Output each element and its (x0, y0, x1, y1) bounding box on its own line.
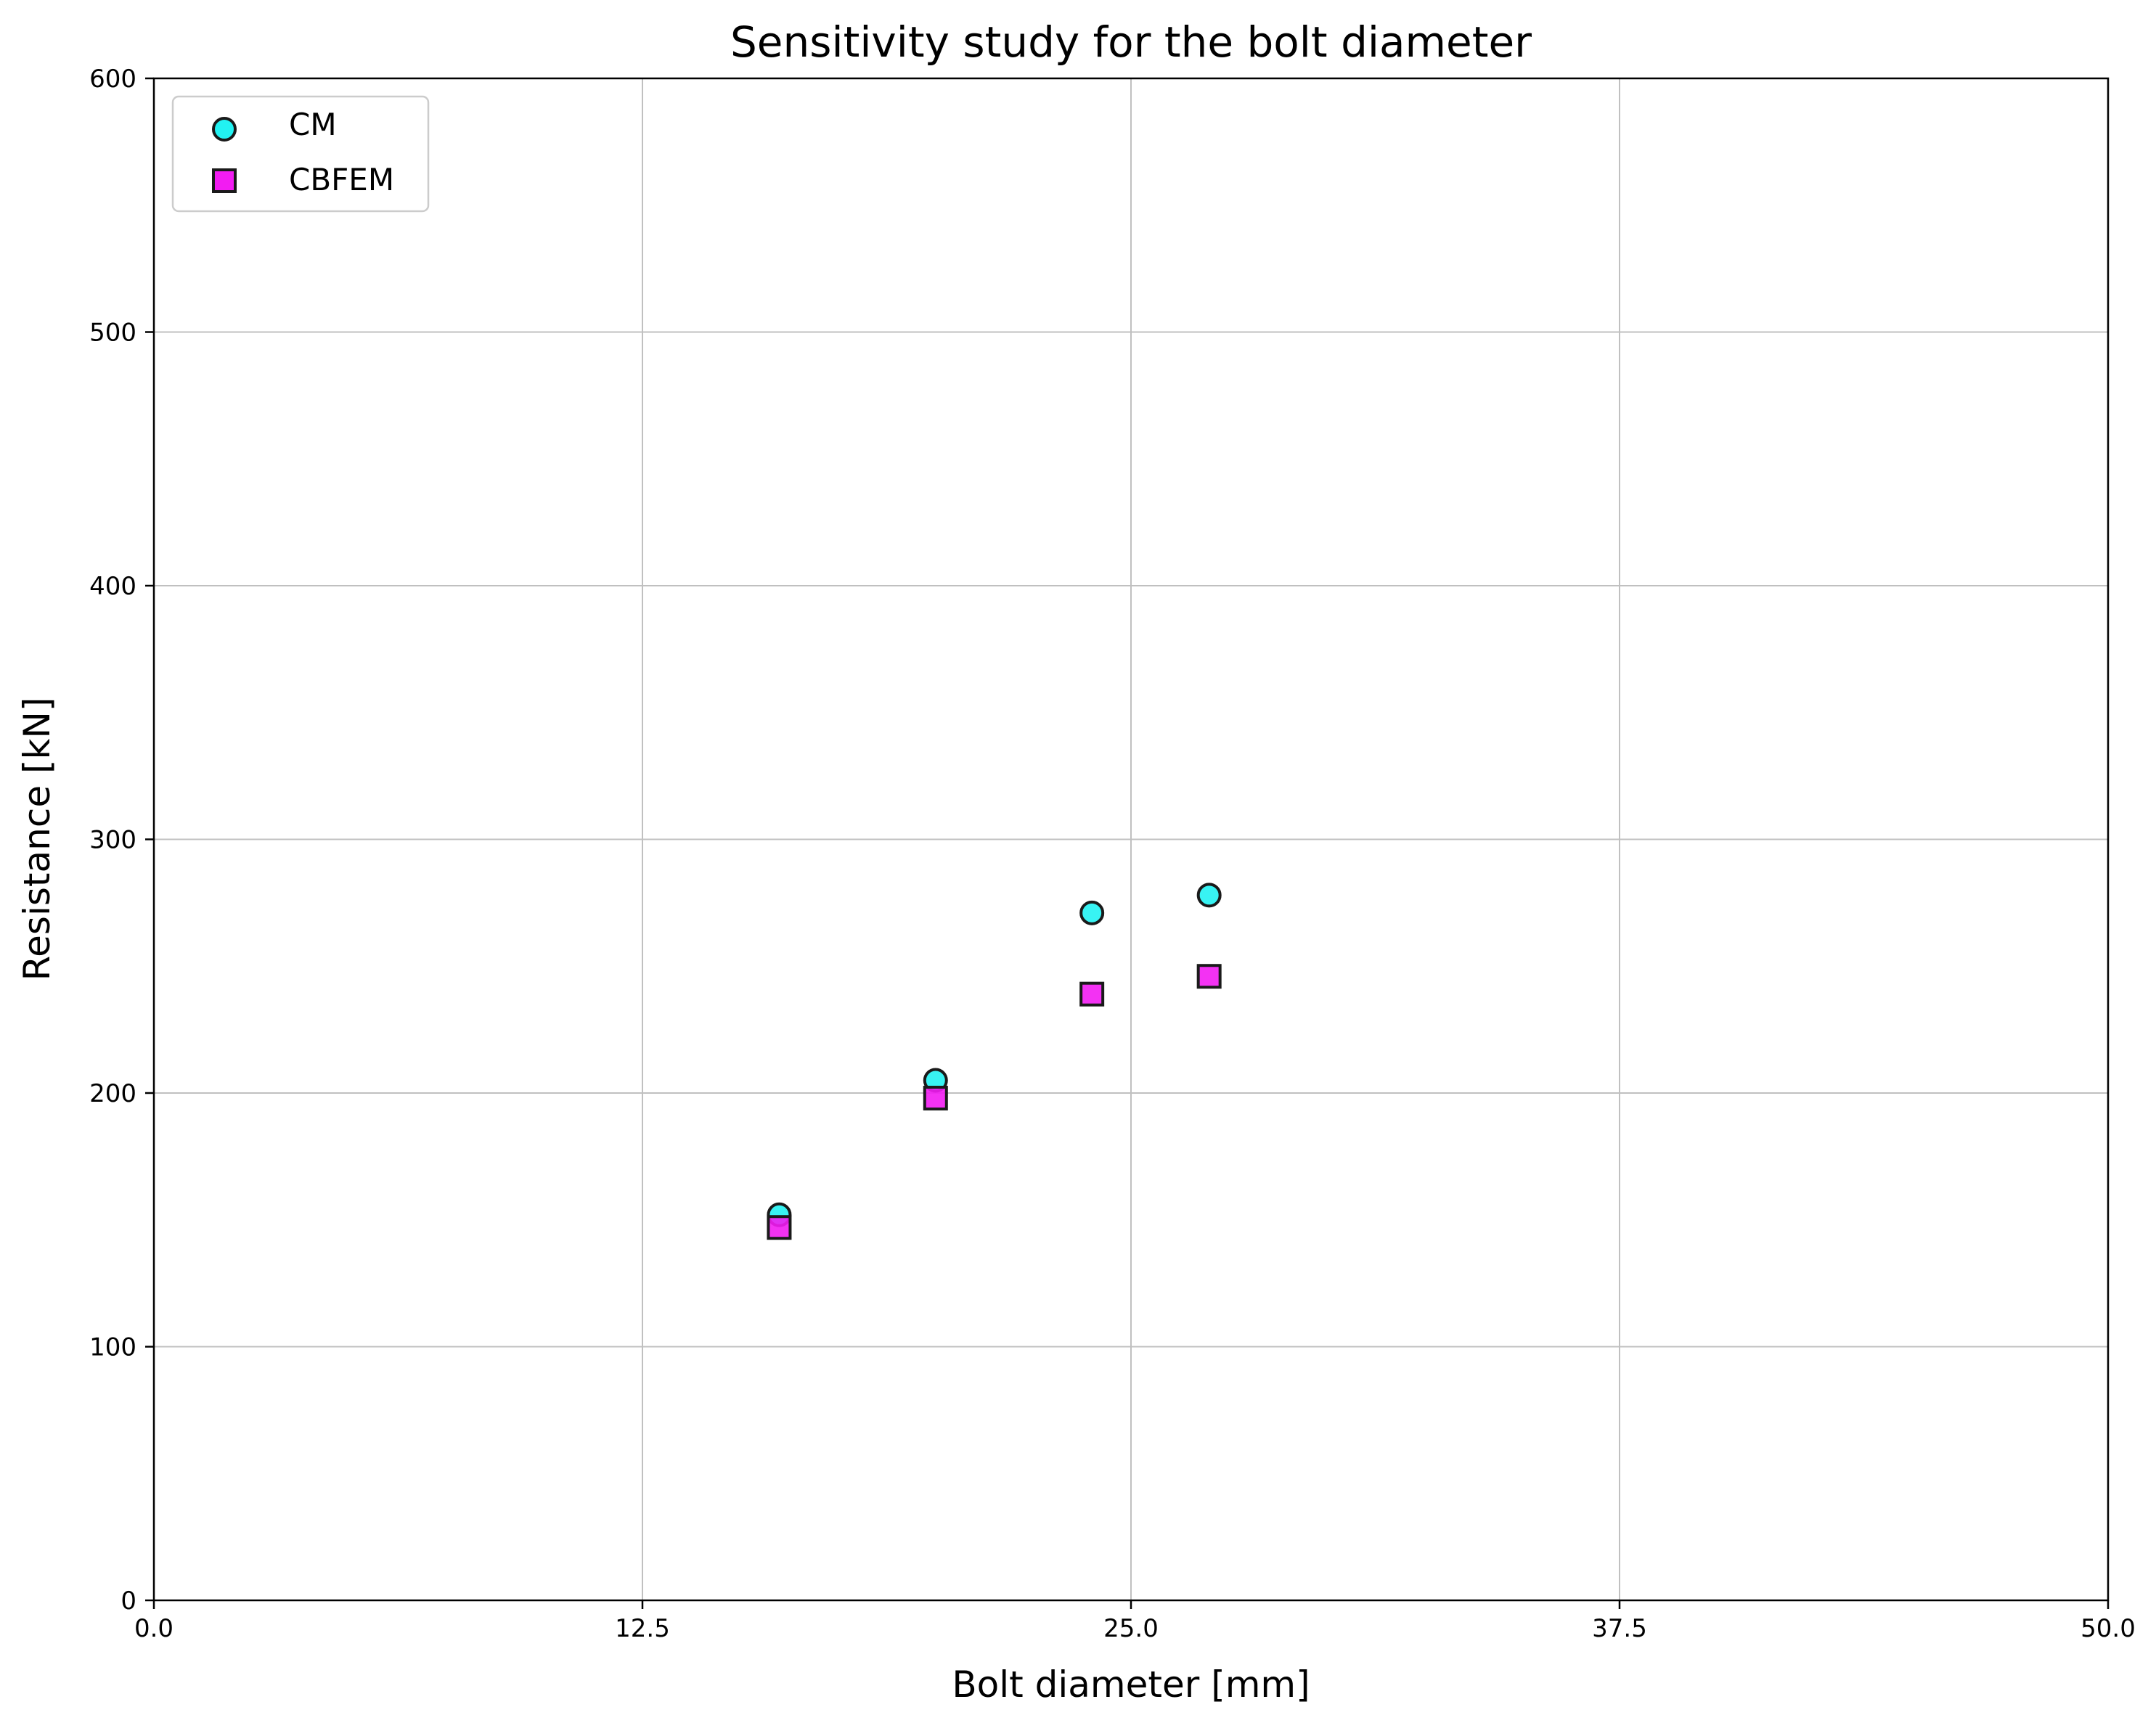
legend-label-cm: CM (289, 107, 337, 142)
legend-marker-cbfem (212, 168, 237, 193)
data-point-cbfem (1079, 981, 1105, 1007)
x-tick-label: 0.0 (134, 1614, 173, 1643)
axis-ticks: 0.0 12.5 25.0 37.5 50.0 0 100 200 300 400 500 600 (89, 65, 2136, 1643)
chart-title: Sensitivity study for the bolt diameter (730, 17, 1532, 67)
data-point-cbfem (923, 1085, 948, 1110)
y-tick-label: 0 (121, 1587, 136, 1616)
y-tick-label: 600 (89, 65, 136, 94)
data-points (767, 883, 1222, 1240)
y-axis-label: Resistance [kN] (16, 697, 58, 981)
y-tick-label: 400 (89, 572, 136, 601)
x-tick-label: 12.5 (615, 1614, 670, 1643)
x-tick-label: 37.5 (1592, 1614, 1647, 1643)
y-tick-label: 500 (89, 319, 136, 348)
data-point-cm (1079, 900, 1105, 925)
data-point-cbfem (1196, 964, 1222, 989)
y-tick-label: 300 (89, 826, 136, 855)
data-point-cbfem (767, 1215, 792, 1240)
data-point-cm (1196, 883, 1222, 908)
legend: CM CBFEM (171, 95, 430, 213)
x-tick-label: 25.0 (1103, 1614, 1159, 1643)
y-tick-label: 200 (89, 1079, 136, 1108)
x-tick-label: 50.0 (2081, 1614, 2136, 1643)
legend-label-cbfem: CBFEM (289, 162, 394, 197)
x-axis-label: Bolt diameter [mm] (952, 1663, 1310, 1706)
legend-marker-cm (212, 117, 237, 142)
y-tick-label: 100 (89, 1333, 136, 1362)
